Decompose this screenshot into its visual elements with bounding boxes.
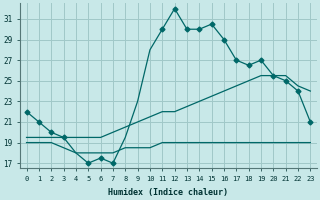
X-axis label: Humidex (Indice chaleur): Humidex (Indice chaleur) [108,188,228,197]
